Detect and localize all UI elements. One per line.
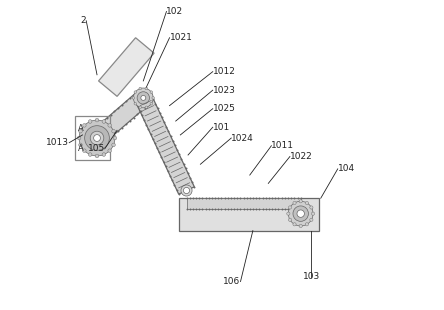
Text: 104: 104 [338,164,355,173]
Circle shape [145,106,148,108]
Circle shape [305,201,309,205]
Circle shape [134,88,153,108]
Circle shape [137,92,150,104]
Text: 2: 2 [81,16,86,25]
Polygon shape [186,198,301,209]
Text: A: A [77,144,83,153]
Polygon shape [135,94,194,194]
Circle shape [141,95,146,100]
Text: 1013: 1013 [46,138,69,147]
Circle shape [108,149,111,153]
Polygon shape [91,91,149,144]
Circle shape [150,91,153,93]
Bar [179,198,319,231]
Text: A: A [77,124,83,133]
Circle shape [113,136,117,140]
Text: 1022: 1022 [290,152,313,161]
Circle shape [293,223,296,226]
Circle shape [102,120,106,123]
Circle shape [102,153,106,156]
Circle shape [297,210,305,217]
Text: 1024: 1024 [231,134,254,143]
Circle shape [287,212,290,215]
Text: 1025: 1025 [213,104,236,113]
Polygon shape [99,38,154,96]
Circle shape [95,118,99,122]
Circle shape [311,212,315,215]
Text: 102: 102 [166,7,183,16]
Circle shape [83,149,86,153]
Circle shape [310,206,313,209]
Circle shape [88,120,92,123]
Circle shape [289,206,292,209]
Circle shape [305,223,309,226]
Circle shape [310,218,313,221]
Circle shape [112,129,115,133]
Circle shape [85,126,109,150]
Circle shape [112,143,115,147]
Circle shape [90,131,104,145]
Circle shape [88,153,92,156]
Circle shape [83,124,86,127]
Circle shape [79,143,82,147]
Circle shape [181,185,192,196]
Circle shape [299,224,302,228]
Text: 101: 101 [213,123,230,132]
Circle shape [152,97,155,99]
Circle shape [139,106,142,108]
Circle shape [108,124,111,127]
Text: 105: 105 [87,144,105,153]
Circle shape [134,91,137,93]
Circle shape [145,87,148,90]
Circle shape [94,135,100,141]
Circle shape [79,129,82,133]
Circle shape [77,136,81,140]
Circle shape [293,201,296,205]
Text: 103: 103 [303,272,320,281]
Circle shape [183,188,190,193]
Circle shape [79,120,115,156]
Circle shape [293,206,309,221]
Circle shape [299,200,302,203]
Text: 1021: 1021 [170,33,192,42]
Circle shape [288,201,313,226]
Text: 106: 106 [223,277,241,286]
Text: 1011: 1011 [271,141,294,150]
Text: 1012: 1012 [213,67,236,76]
Circle shape [289,218,292,221]
Circle shape [150,102,153,105]
Text: 1023: 1023 [213,86,236,95]
Circle shape [132,97,135,99]
Circle shape [134,102,137,105]
Circle shape [139,87,142,90]
Circle shape [95,154,99,158]
